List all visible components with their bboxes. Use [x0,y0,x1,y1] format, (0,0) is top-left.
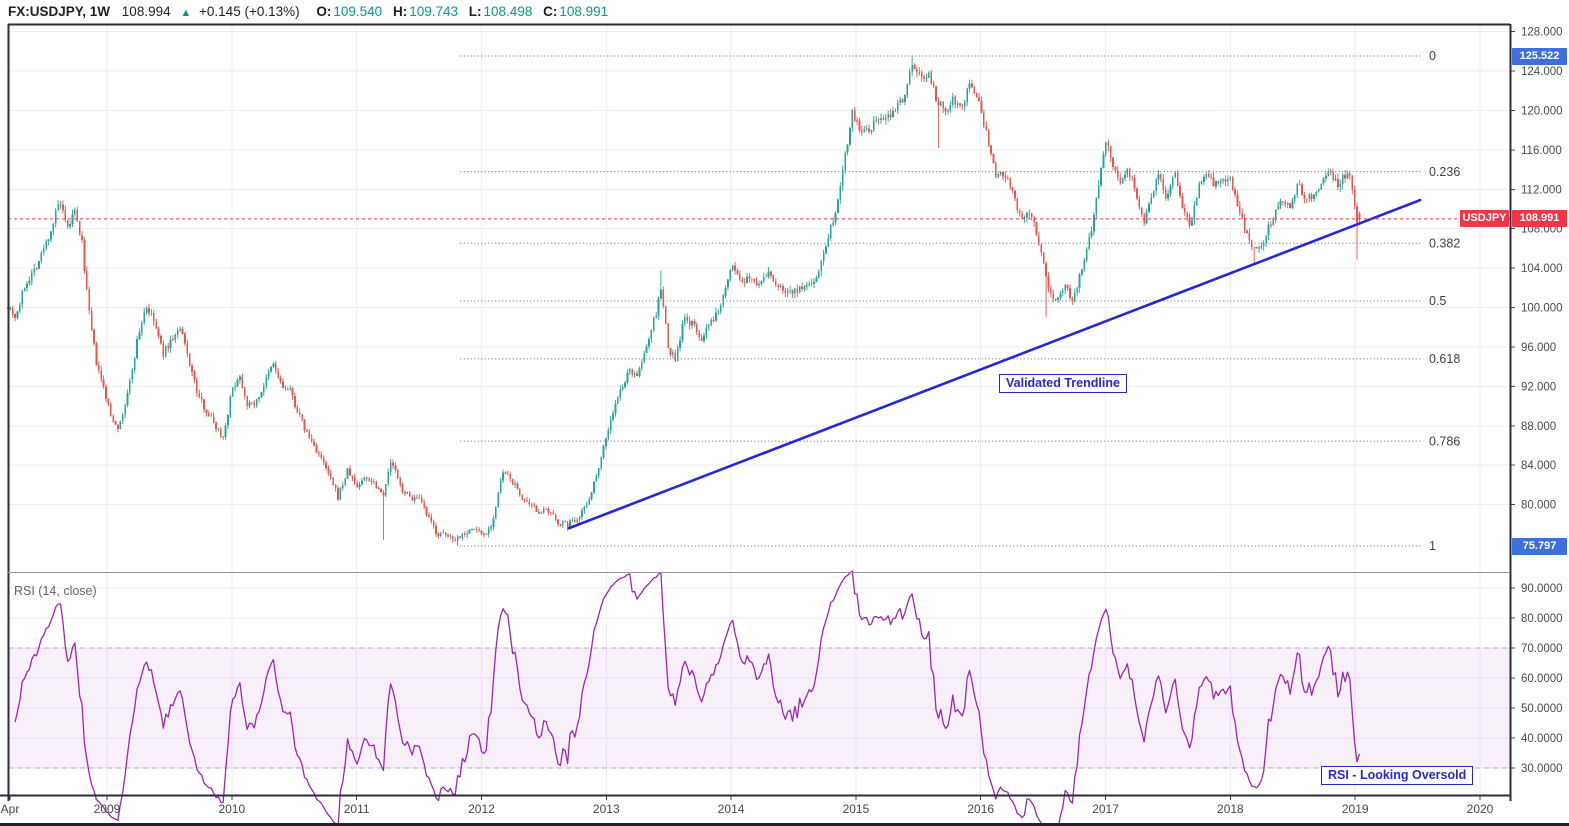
symbol-title[interactable]: FX:USDJPY, 1W [8,4,111,19]
svg-text:1: 1 [1429,539,1436,553]
svg-text:2020: 2020 [1467,802,1494,816]
svg-text:70.0000: 70.0000 [1521,643,1563,655]
high-label: H: [392,4,408,19]
up-triangle-icon: ▲ [180,7,192,19]
validated-trendline-label[interactable]: Validated Trendline [999,374,1127,393]
svg-text:100.000: 100.000 [1521,303,1563,315]
svg-text:0.618: 0.618 [1429,352,1460,366]
svg-text:84.000: 84.000 [1521,460,1556,472]
svg-text:2018: 2018 [1217,802,1244,816]
svg-text:0: 0 [1429,49,1436,63]
svg-text:0.786: 0.786 [1429,434,1460,448]
svg-text:120.000: 120.000 [1521,105,1563,117]
rsi-indicator-title[interactable]: RSI (14, close) [14,584,97,598]
svg-text:0.382: 0.382 [1429,236,1460,250]
svg-text:2017: 2017 [1092,802,1119,816]
svg-text:90.0000: 90.0000 [1521,583,1563,595]
svg-text:30.0000: 30.0000 [1521,763,1563,775]
svg-text:128.000: 128.000 [1521,27,1563,39]
svg-text:2011: 2011 [344,802,370,816]
close-label: C: [543,4,558,19]
svg-text:80.000: 80.000 [1521,500,1556,512]
close-value: 108.991 [559,4,609,19]
svg-text:2010: 2010 [218,802,245,816]
svg-text:2016: 2016 [967,802,994,816]
svg-text:50.0000: 50.0000 [1521,703,1563,715]
svg-text:2009: 2009 [94,802,121,816]
price-change: +0.145 (+0.13%) [199,4,300,19]
svg-text:116.000: 116.000 [1521,145,1562,157]
svg-text:2019: 2019 [1342,802,1369,816]
open-label: O: [316,4,332,19]
svg-text:2012: 2012 [468,802,495,816]
high-value: 109.743 [409,4,459,19]
svg-text:0.236: 0.236 [1429,165,1460,179]
svg-text:80.0000: 80.0000 [1521,613,1563,625]
svg-text:124.000: 124.000 [1521,66,1563,78]
svg-text:2014: 2014 [718,802,745,816]
current-price-symbol-tag: USDJPY [1460,210,1509,227]
current-price-tag: 108.991 [1512,210,1567,227]
low-value: 108.498 [483,4,533,19]
fib-low-price-tag: 75.797 [1512,538,1567,555]
svg-text:92.000: 92.000 [1521,381,1556,393]
svg-text:2015: 2015 [843,802,870,816]
last-price: 108.994 [121,4,171,19]
low-label: L: [468,4,482,19]
svg-text:40.0000: 40.0000 [1521,733,1563,745]
rsi-oversold-label[interactable]: RSI - Looking Oversold [1321,766,1474,785]
svg-text:104.000: 104.000 [1521,263,1563,275]
open-value: 109.540 [333,4,383,19]
svg-text:112.000: 112.000 [1521,184,1562,196]
svg-text:2013: 2013 [593,802,620,816]
chart-legend: FX:USDJPY, 1W 108.994 ▲ +0.145 (+0.13%) … [8,0,608,24]
svg-text:Apr: Apr [1,802,20,816]
svg-text:0.5: 0.5 [1429,294,1446,308]
svg-text:88.000: 88.000 [1521,421,1556,433]
svg-text:96.000: 96.000 [1521,342,1556,354]
fib-high-price-tag: 125.522 [1512,48,1567,65]
svg-text:60.0000: 60.0000 [1521,673,1563,685]
